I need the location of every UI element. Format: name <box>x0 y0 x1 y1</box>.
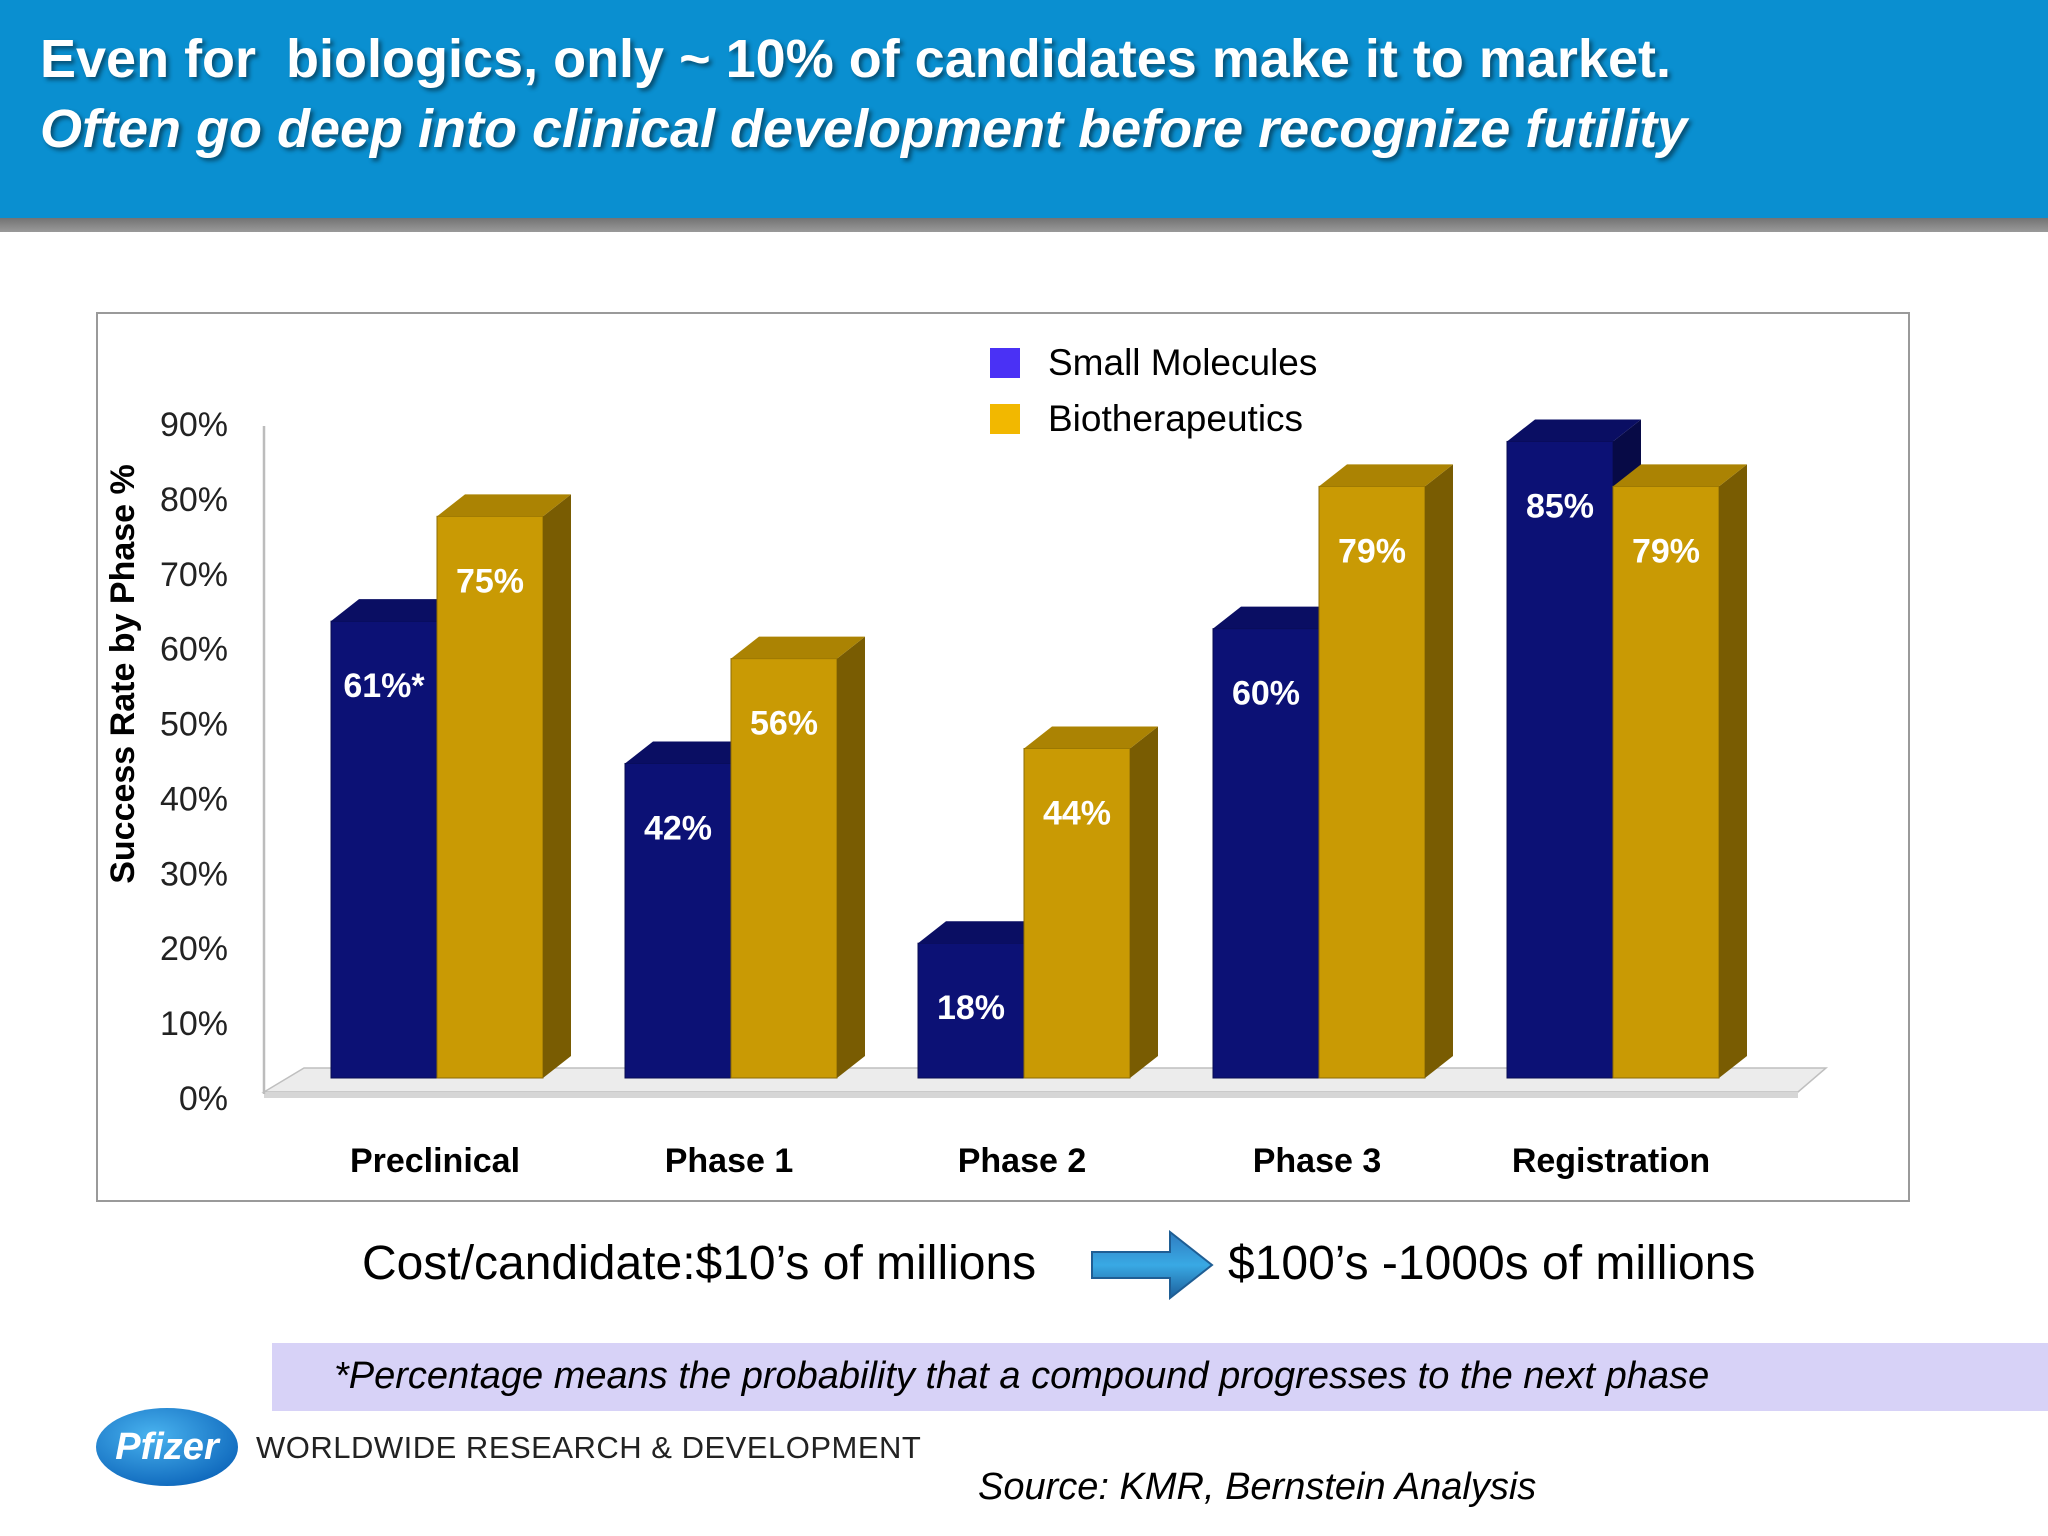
bar-small-molecules <box>330 620 438 1079</box>
bar-top <box>331 599 465 622</box>
data-label: 79% <box>1338 532 1406 570</box>
chart-frame: 0% 10% 20% 30% 40% 50% 60% 70% 80% 90% Success Rat… <box>96 312 1910 1202</box>
source-note: Source: KMR, Bernstein Analysis <box>978 1466 1537 1508</box>
y-tick-label: 20% <box>160 930 228 968</box>
legend-label: Biotherapeutics <box>1048 398 1303 439</box>
data-label: 56% <box>750 705 818 743</box>
bar-side <box>837 636 865 1078</box>
y-tick-label: 10% <box>160 1005 228 1043</box>
x-category-label: Preclinical <box>350 1142 520 1180</box>
right-arrow-icon <box>1091 1230 1214 1300</box>
bar-top <box>437 494 571 517</box>
cost-row: Cost/candidate:$10’s of millions $100’s … <box>0 1230 2048 1300</box>
bar-side <box>1130 726 1158 1078</box>
slide-title: Even for biologics, only ~ 10% of candid… <box>40 29 1671 89</box>
bar-top <box>1507 419 1641 442</box>
data-label: 60% <box>1232 675 1300 713</box>
y-tick-label: 30% <box>160 855 228 893</box>
legend-swatch <box>990 348 1020 378</box>
pfizer-logo-text: Pfizer <box>115 1426 221 1468</box>
bar-top <box>731 636 865 659</box>
division-name: WORLDWIDE RESEARCH & DEVELOPMENT <box>256 1430 922 1465</box>
x-category-label: Phase 2 <box>958 1142 1087 1180</box>
y-tick-label: 40% <box>160 780 228 818</box>
data-label: 75% <box>456 562 524 600</box>
slide-subtitle: Often go deep into clinical development … <box>40 99 1688 159</box>
x-category-label: Phase 1 <box>665 1142 794 1180</box>
bar-side <box>543 494 571 1078</box>
data-label: 44% <box>1043 794 1111 832</box>
pfizer-logo-icon: Pfizer <box>96 1408 238 1486</box>
bar-small-molecules <box>1506 440 1614 1079</box>
bar-biotherapeutics <box>1612 485 1720 1079</box>
legend-label: Small Molecules <box>1048 342 1317 383</box>
chart-floor-edge <box>264 1092 1798 1098</box>
bar-small-molecules <box>624 762 732 1079</box>
y-tick-label: 0% <box>179 1080 228 1118</box>
bar-top <box>625 741 759 764</box>
cost-current: Cost/candidate:$10’s of millions <box>362 1237 1037 1290</box>
data-label: 79% <box>1632 532 1700 570</box>
bar-small-molecules <box>1212 628 1320 1079</box>
y-tick-label: 90% <box>160 406 228 444</box>
bar-top <box>918 921 1052 944</box>
data-label: 61%* <box>343 667 425 705</box>
bar-top <box>1319 464 1453 487</box>
bar-chart: 0% 10% 20% 30% 40% 50% 60% 70% 80% 90% Success Rat… <box>104 342 1829 1180</box>
x-category-label: Registration <box>1512 1142 1710 1180</box>
y-axis-title: Success Rate by Phase % <box>104 464 142 884</box>
y-tick-label: 50% <box>160 706 228 744</box>
data-label: 85% <box>1526 487 1594 525</box>
bar-top <box>1613 464 1747 487</box>
y-tick-label: 80% <box>160 481 228 519</box>
footnote: *Percentage means the probability that a… <box>334 1355 1710 1397</box>
data-label: 42% <box>644 809 712 847</box>
header-divider <box>0 218 2048 232</box>
bar-top <box>1024 726 1158 749</box>
bar-side <box>1719 464 1747 1078</box>
x-category-label: Phase 3 <box>1253 1142 1382 1180</box>
bar-side <box>1425 464 1453 1078</box>
header-banner: Even for biologics, only ~ 10% of candid… <box>0 0 2048 218</box>
bar-biotherapeutics <box>436 515 544 1079</box>
bar-biotherapeutics <box>1318 485 1426 1079</box>
y-tick-label: 60% <box>160 631 228 669</box>
bar-top <box>1213 606 1347 629</box>
y-tick-label: 70% <box>160 556 228 594</box>
cost-later: $100’s -1000s of millions <box>1228 1237 1756 1290</box>
legend-swatch <box>990 404 1020 434</box>
data-label: 18% <box>937 989 1005 1027</box>
footnote-band: *Percentage means the probability that a… <box>272 1343 2048 1411</box>
